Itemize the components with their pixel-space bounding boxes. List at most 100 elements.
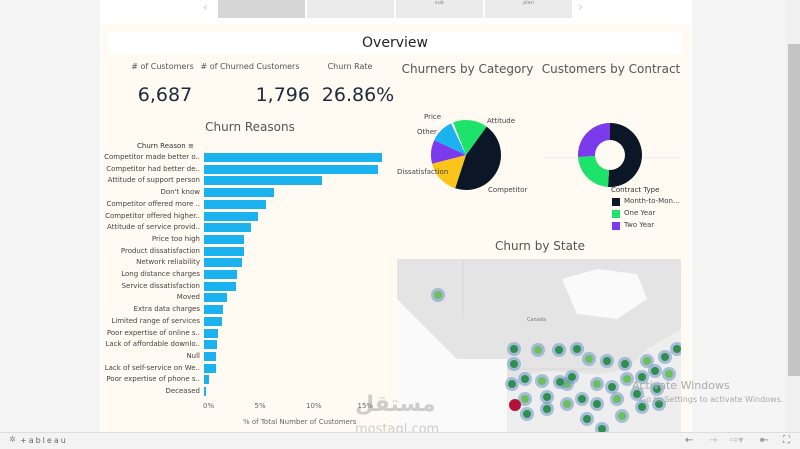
- bar[interactable]: [204, 211, 258, 221]
- state-marker[interactable]: [608, 383, 616, 391]
- state-marker[interactable]: [598, 425, 606, 432]
- pie-slice[interactable]: [434, 123, 466, 155]
- state-marker[interactable]: [653, 385, 661, 393]
- state-marker[interactable]: [510, 360, 518, 368]
- tab-next-icon[interactable]: ›: [578, 0, 583, 14]
- tab-1[interactable]: [218, 0, 305, 18]
- state-marker[interactable]: [643, 357, 651, 365]
- bar[interactable]: [204, 199, 266, 209]
- bar[interactable]: [204, 246, 245, 256]
- legend-item[interactable]: Month-to-Mon...: [624, 197, 680, 205]
- axis-title[interactable]: Churn Reason ≡: [137, 142, 194, 150]
- bar[interactable]: [204, 164, 379, 174]
- pie-label: Competitor: [488, 186, 528, 194]
- bar[interactable]: [204, 153, 383, 162]
- scrollbar-thumb[interactable]: [788, 44, 800, 376]
- toolbar: ✲ +ableau ← → ⇨▾ ⇤ ⛶: [0, 432, 800, 449]
- bar-label: Attitude of support person: [107, 176, 200, 185]
- state-marker[interactable]: [585, 355, 593, 363]
- state-marker[interactable]: [543, 393, 551, 401]
- legend-item[interactable]: Two Year: [624, 221, 655, 229]
- state-marker[interactable]: [651, 367, 659, 375]
- bar[interactable]: [204, 234, 245, 244]
- state-marker[interactable]: [538, 377, 546, 385]
- pie-slice[interactable]: [455, 126, 501, 190]
- bar[interactable]: [204, 281, 236, 291]
- state-marker[interactable]: [523, 410, 531, 418]
- state-marker[interactable]: [534, 346, 542, 354]
- bar[interactable]: [204, 305, 223, 315]
- tab-prev-icon[interactable]: ‹: [203, 0, 208, 14]
- pie-slice[interactable]: [432, 155, 466, 189]
- tab-2[interactable]: [307, 0, 394, 18]
- legend-item[interactable]: One Year: [624, 209, 656, 217]
- state-marker[interactable]: [633, 390, 641, 398]
- mostaql-logo: مستقل: [355, 392, 436, 417]
- legend-swatch: [612, 198, 620, 206]
- bar-label: Don't know: [160, 188, 200, 197]
- x-tick: 10%: [306, 402, 322, 410]
- tab-3[interactable]: sub: [396, 0, 483, 18]
- pie-chart: [431, 120, 501, 190]
- state-marker[interactable]: [521, 375, 529, 383]
- bar[interactable]: [204, 351, 217, 361]
- state-map[interactable]: Canada: [397, 259, 681, 432]
- state-marker[interactable]: [555, 346, 563, 354]
- state-marker[interactable]: [621, 360, 629, 368]
- state-marker[interactable]: [563, 400, 571, 408]
- revert-icon[interactable]: ⇨▾: [730, 435, 744, 446]
- fullscreen-icon[interactable]: ⛶: [783, 435, 790, 446]
- bar[interactable]: [204, 328, 219, 338]
- state-marker[interactable]: [593, 400, 601, 408]
- bar[interactable]: [204, 375, 210, 385]
- state-marker[interactable]: [661, 353, 669, 361]
- state-marker[interactable]: [543, 405, 551, 413]
- state-marker[interactable]: [638, 403, 646, 411]
- forward-icon[interactable]: →: [709, 435, 718, 446]
- tableau-logo: +ableau: [20, 436, 68, 445]
- state-marker[interactable]: [618, 412, 626, 420]
- bar[interactable]: [204, 293, 227, 303]
- tab-label: sub: [435, 0, 444, 6]
- bar[interactable]: [204, 270, 237, 279]
- bar[interactable]: [204, 387, 207, 396]
- state-marker[interactable]: [568, 373, 576, 381]
- state-marker[interactable]: [583, 415, 591, 423]
- state-marker[interactable]: [665, 370, 673, 378]
- sort-icon[interactable]: ≡: [187, 142, 194, 150]
- state-marker[interactable]: [521, 395, 529, 403]
- pie-slice[interactable]: [451, 122, 466, 155]
- state-marker[interactable]: [638, 373, 646, 381]
- state-marker[interactable]: [573, 345, 581, 353]
- state-marker[interactable]: [556, 378, 564, 386]
- bar[interactable]: [204, 363, 217, 373]
- state-marker[interactable]: [508, 380, 516, 388]
- bar-label: Moved: [176, 293, 200, 302]
- bar-label: Network reliability: [136, 258, 200, 267]
- state-marker[interactable]: [673, 345, 681, 353]
- pie-slice[interactable]: [431, 140, 466, 164]
- bar[interactable]: [204, 340, 218, 350]
- state-marker[interactable]: [434, 291, 442, 299]
- kpi-value: 1,796: [255, 84, 310, 106]
- bar[interactable]: [204, 258, 243, 268]
- watermark: Activate Windows: [632, 379, 730, 392]
- bar-label: Competitor made better o..: [104, 153, 200, 161]
- bar[interactable]: [204, 188, 275, 198]
- reset-icon[interactable]: ⇤: [760, 435, 769, 446]
- pie-slice[interactable]: [453, 120, 487, 155]
- state-marker[interactable]: [593, 380, 601, 388]
- bar[interactable]: [204, 316, 222, 326]
- back-icon[interactable]: ←: [685, 435, 694, 446]
- tab-4[interactable]: plan: [485, 0, 572, 18]
- state-marker[interactable]: [623, 375, 631, 383]
- state-marker[interactable]: [603, 357, 611, 365]
- state-marker-highlight[interactable]: [509, 399, 521, 411]
- bar[interactable]: [204, 176, 323, 186]
- state-marker[interactable]: [613, 395, 621, 403]
- state-marker[interactable]: [510, 345, 518, 353]
- state-marker[interactable]: [655, 400, 663, 408]
- state-marker[interactable]: [578, 395, 586, 403]
- bar-label: Competitor offered more ..: [106, 199, 200, 208]
- bar[interactable]: [204, 223, 252, 233]
